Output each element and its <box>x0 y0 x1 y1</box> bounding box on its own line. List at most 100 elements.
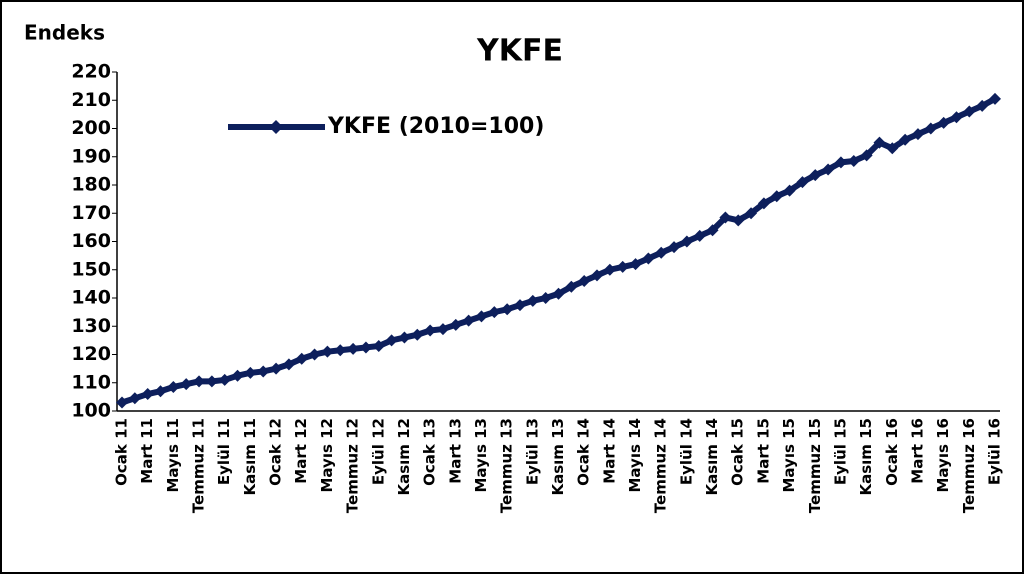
point-marker <box>231 369 244 382</box>
point-marker <box>513 299 526 312</box>
point-marker <box>180 378 193 391</box>
point-marker <box>732 214 745 227</box>
point-marker <box>141 388 154 401</box>
point-marker <box>911 128 924 141</box>
x-tick-label: Kasım 13 <box>549 418 567 496</box>
point-marker <box>680 235 693 248</box>
point-marker <box>834 156 847 169</box>
point-marker <box>796 176 809 189</box>
point-marker <box>411 328 424 341</box>
point-marker <box>488 306 501 319</box>
point-marker <box>822 163 835 176</box>
x-tick-label: Ocak 11 <box>113 418 131 486</box>
x-tick-label: Mayıs 15 <box>780 418 798 493</box>
x-tick-label: Ocak 16 <box>883 418 901 486</box>
y-tick-label: 200 <box>71 117 111 139</box>
legend-label: YKFE (2010=100) <box>327 114 544 139</box>
y-tick-label: 130 <box>71 315 111 337</box>
point-marker <box>167 380 180 393</box>
point-marker <box>937 116 950 129</box>
point-marker <box>655 246 668 259</box>
y-tick-label: 180 <box>71 174 111 196</box>
legend-marker <box>269 120 283 134</box>
x-tick-label: Kasım 15 <box>857 418 875 496</box>
point-marker <box>462 314 475 327</box>
point-marker <box>257 365 270 378</box>
x-tick-label: Mart 12 <box>292 418 310 484</box>
x-tick-label: Mayıs 13 <box>472 418 490 493</box>
x-tick-label: Kasım 11 <box>241 418 259 496</box>
x-tick-label: Temmuz 15 <box>806 418 824 513</box>
point-marker <box>757 197 770 210</box>
x-tick-label: Eylül 16 <box>986 418 1004 485</box>
x-tick-label: Ocak 13 <box>421 418 439 486</box>
x-tick-label: Mart 16 <box>908 418 926 484</box>
y-tick-label: 190 <box>71 145 111 167</box>
x-tick-label: Ocak 12 <box>267 418 285 486</box>
point-marker <box>976 99 989 112</box>
point-marker <box>347 342 360 355</box>
point-marker <box>424 324 437 337</box>
point-marker <box>950 111 963 124</box>
point-marker <box>282 358 295 371</box>
point-marker <box>847 154 860 167</box>
x-tick-label: Mart 13 <box>446 418 464 484</box>
point-marker <box>475 310 488 323</box>
x-tick-label: Mayıs 12 <box>318 418 336 493</box>
y-tick-label: 160 <box>71 230 111 252</box>
x-tick-label: Temmuz 11 <box>190 418 208 513</box>
point-marker <box>436 323 449 336</box>
y-tick-label: 100 <box>71 400 111 422</box>
point-marker <box>860 149 873 162</box>
y-tick-label: 210 <box>71 89 111 111</box>
y-tick-label: 220 <box>71 61 111 83</box>
point-marker <box>783 184 796 197</box>
point-marker <box>578 275 591 288</box>
y-axis-label: Endeks <box>24 21 105 45</box>
point-marker <box>218 373 231 386</box>
point-marker <box>270 362 283 375</box>
x-tick-label: Mart 15 <box>754 418 772 484</box>
x-tick-label: Eylül 15 <box>831 418 849 485</box>
point-marker <box>244 366 257 379</box>
x-tick-label: Eylül 11 <box>215 418 233 485</box>
point-marker <box>706 224 719 237</box>
point-marker <box>745 207 758 220</box>
point-marker <box>565 280 578 293</box>
point-marker <box>205 375 218 388</box>
point-marker <box>693 229 706 242</box>
x-tick-label: Mayıs 11 <box>164 418 182 493</box>
point-marker <box>334 344 347 357</box>
x-tick-label: Temmuz 16 <box>960 418 978 513</box>
point-marker <box>899 133 912 146</box>
x-tick-label: Eylül 13 <box>523 418 541 485</box>
point-marker <box>989 92 1001 105</box>
point-marker <box>809 169 822 182</box>
point-marker <box>963 105 976 118</box>
y-tick-label: 150 <box>71 258 111 280</box>
point-marker <box>526 294 539 307</box>
x-tick-label: Temmuz 14 <box>652 418 670 513</box>
y-tick-label: 120 <box>71 343 111 365</box>
point-marker <box>719 211 732 224</box>
x-tick-label: Mart 11 <box>138 418 156 484</box>
point-marker <box>321 345 334 358</box>
point-marker <box>128 392 141 405</box>
chart-title: YKFE <box>476 34 563 69</box>
point-marker <box>154 385 167 398</box>
point-marker <box>501 303 514 316</box>
point-marker <box>770 190 783 203</box>
point-marker <box>116 396 128 409</box>
point-marker <box>193 375 206 388</box>
x-tick-label: Eylül 14 <box>677 418 695 485</box>
point-marker <box>295 352 308 365</box>
x-tick-label: Temmuz 13 <box>498 418 516 513</box>
point-marker <box>359 341 372 354</box>
y-tick-label: 140 <box>71 287 111 309</box>
y-tick-label: 170 <box>71 202 111 224</box>
x-tick-label: Mart 14 <box>600 418 618 484</box>
point-marker <box>629 258 642 271</box>
point-marker <box>398 331 411 344</box>
